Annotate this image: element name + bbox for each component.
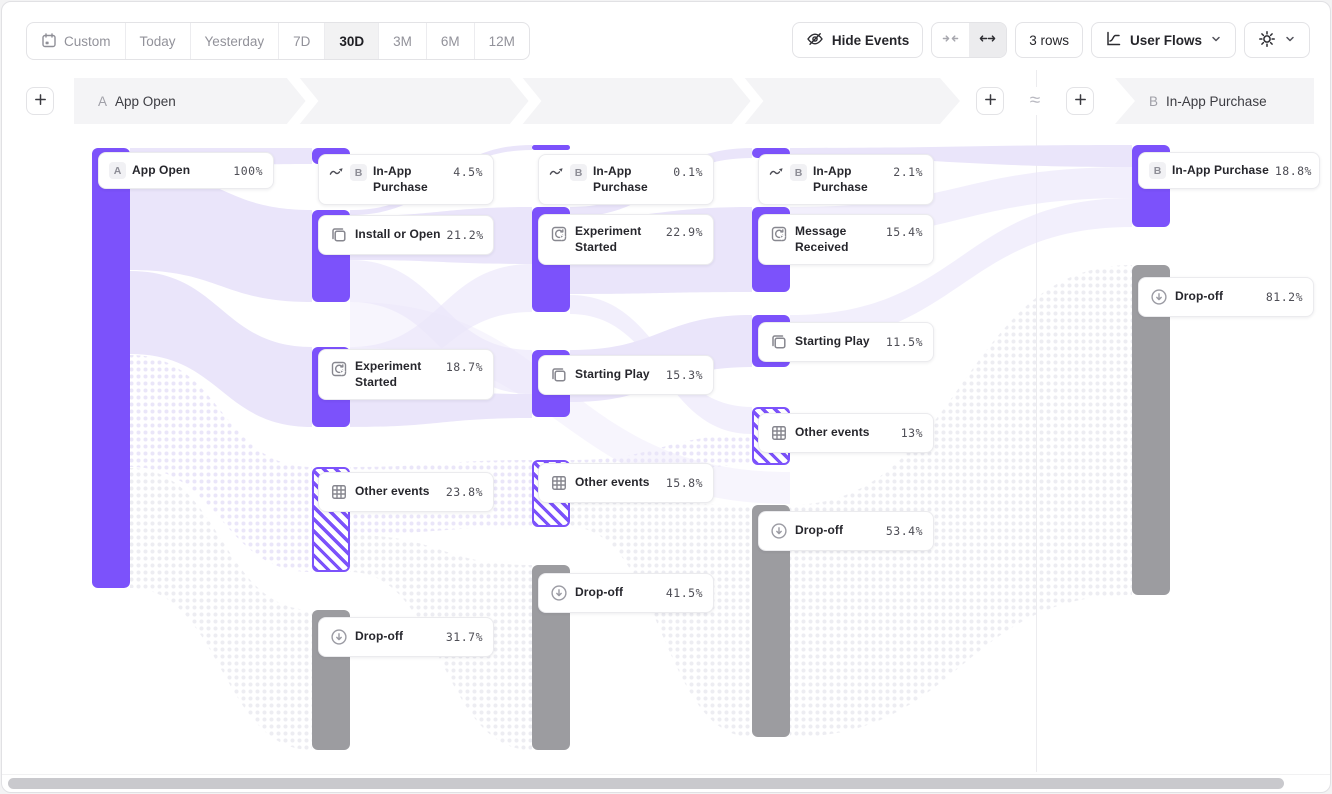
collapse-columns-button[interactable] [932,23,969,57]
event-badge-a: A [109,162,126,179]
date-range-yesterday[interactable]: Yesterday [191,23,280,59]
node-card-col3-starting-play[interactable]: Starting Play 15.3% [538,355,714,395]
wave-arrow-icon [549,164,564,179]
rows-count-button[interactable]: 3 rows [1015,22,1083,58]
event-badge-b: B [790,164,807,181]
layered-squares-icon [769,332,789,352]
node-card-col3-drop-off[interactable]: Drop-off 41.5% [538,573,714,613]
chart-type-dropdown[interactable]: User Flows [1090,22,1236,58]
bar-app-open[interactable] [92,148,130,588]
plus-icon [983,92,998,110]
plus-icon [1073,92,1088,110]
date-range-group: Custom Today Yesterday 7D 30D 3M 6M 12M [26,22,530,60]
horizontal-scrollbar[interactable] [8,778,1284,789]
step-letter-a: A [98,93,108,109]
arrow-down-circle-icon [329,627,349,647]
step-name-in-app-purchase: In-App Purchase [1166,93,1267,109]
hide-events-label: Hide Events [831,32,910,48]
date-range-12m[interactable]: 12M [475,23,529,59]
settings-dropdown[interactable] [1244,22,1310,58]
experiment-icon [769,224,789,244]
node-card-end-drop-off[interactable]: Drop-off 81.2% [1138,277,1314,317]
date-range-label: Custom [64,33,111,49]
arrows-inward-icon [942,30,959,50]
add-step-middle-left-button[interactable] [976,87,1004,115]
layered-squares-icon [329,225,349,245]
expand-columns-button[interactable] [969,23,1007,57]
arrow-down-circle-icon [1149,287,1169,307]
chart-type-label: User Flows [1129,32,1202,48]
wave-arrow-icon [329,164,344,179]
node-card-col4-other-events[interactable]: Other events 13% [758,413,934,453]
grid-icon [549,473,569,493]
node-card-col4-message-received[interactable]: Message Received 15.4% [758,214,934,266]
bar-col4-in-app-purchase[interactable] [752,148,790,158]
node-card-col2-in-app-purchase[interactable]: B In-App Purchase 4.5% [318,154,494,206]
node-card-app-open[interactable]: A App Open 100% [98,152,274,189]
event-badge-b: B [350,164,367,181]
date-range-7d[interactable]: 7D [279,23,326,59]
toolbar-right: Hide Events 3 rows User Flows [791,22,1310,58]
date-range-6m[interactable]: 6M [427,23,475,59]
rows-count-label: 3 rows [1029,32,1069,48]
gear-icon [1258,30,1276,51]
grid-icon [769,423,789,443]
node-card-col4-starting-play[interactable]: Starting Play 11.5% [758,322,934,362]
pan-zoom-segmented-control [931,22,1008,58]
plus-icon [33,92,48,110]
chevron-down-icon [1210,33,1222,48]
hide-events-button[interactable]: Hide Events [791,22,924,58]
node-card-col4-in-app-purchase[interactable]: B In-App Purchase 2.1% [758,154,934,206]
node-card-col4-drop-off[interactable]: Drop-off 53.4% [758,511,934,551]
arrow-down-circle-icon [769,521,789,541]
experiment-icon [329,359,349,379]
start-event-label: A App Open [74,94,176,109]
arrows-outward-icon [979,30,996,50]
wave-arrow-icon [769,164,784,179]
calendar-icon [41,32,57,51]
node-card-col3-other-events[interactable]: Other events 15.8% [538,463,714,503]
approx-connector-symbol: ≈ [1021,87,1049,115]
step-name-app-open: App Open [115,93,176,109]
date-range-custom[interactable]: Custom [27,23,126,59]
date-range-today[interactable]: Today [126,23,191,59]
flow-chart-icon [1105,30,1122,50]
end-event-banner[interactable]: B In-App Purchase [1115,78,1314,124]
bar-col3-in-app-purchase[interactable] [532,145,570,150]
node-card-col2-install-or-open[interactable]: Install or Open 21.2% [318,215,494,255]
add-step-start-button[interactable] [26,87,54,115]
date-range-3m[interactable]: 3M [379,23,427,59]
scrollbar-track-divider [2,774,1330,775]
node-card-col2-drop-off[interactable]: Drop-off 31.7% [318,617,494,657]
arrow-down-circle-icon [549,583,569,603]
node-card-col2-other-events[interactable]: Other events 23.8% [318,472,494,512]
event-badge-b: B [570,164,587,181]
node-card-end-in-app-purchase[interactable]: B In-App Purchase 18.8% [1138,152,1320,189]
experiment-icon [549,224,569,244]
event-badge-b: B [1149,162,1166,179]
chevron-down-icon [1284,33,1296,48]
end-event-label: B In-App Purchase [1115,94,1267,109]
step-letter-b: B [1149,93,1159,109]
node-card-col3-in-app-purchase[interactable]: B In-App Purchase 0.1% [538,154,714,206]
date-range-30d-selected[interactable]: 30D [325,23,380,59]
eye-off-icon [806,30,824,51]
add-step-middle-right-button[interactable] [1066,87,1094,115]
bar-end-drop-off[interactable] [1132,265,1170,595]
node-card-col3-experiment-started[interactable]: Experiment Started 22.9% [538,214,714,266]
layered-squares-icon [549,365,569,385]
grid-icon [329,482,349,502]
node-card-col2-experiment-started[interactable]: Experiment Started 18.7% [318,349,494,401]
